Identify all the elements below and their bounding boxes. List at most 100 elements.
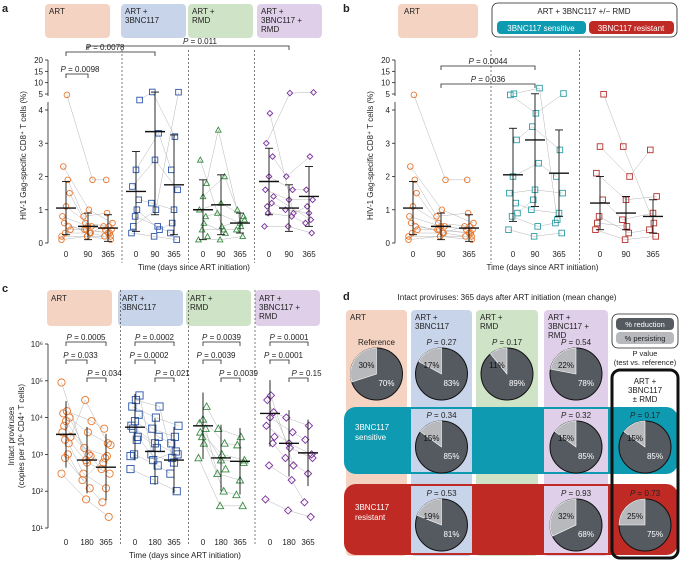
pvalue: P = 0.033: [63, 351, 98, 360]
panel-letter-c: c: [2, 283, 8, 295]
subject-line: [135, 132, 172, 170]
pvalue-line: P = 0.0001: [270, 333, 309, 342]
data-point: [288, 428, 297, 437]
data-point: [136, 96, 143, 104]
data-point: [154, 223, 161, 230]
subject-line: [206, 129, 242, 227]
data-point: [82, 495, 91, 504]
bracket: [65, 73, 89, 78]
pie-persisting: [618, 498, 646, 526]
group-header-label-line: 3BNC117 resistant: [598, 24, 665, 33]
legend-label: % persisting: [625, 334, 666, 343]
data-point: [269, 153, 277, 160]
bracket: [154, 377, 175, 382]
y-tick-label: 3: [386, 139, 391, 148]
pie-persisting-label: 15%: [423, 434, 439, 443]
subject-line: [599, 146, 651, 177]
data-point: [600, 90, 607, 98]
data-point: [237, 222, 245, 230]
data-point: [135, 391, 144, 400]
data-point: [174, 186, 181, 194]
y-tick-label-line: 10⁵: [31, 377, 43, 386]
pie-pvalue-line: P = 0.27: [426, 338, 457, 347]
data-point: [85, 484, 94, 493]
data-point: [285, 443, 295, 453]
group-header-box: [257, 4, 322, 38]
data-point: [653, 193, 660, 200]
data-point: [80, 213, 87, 220]
pie-pvalue-line: P = 0.93: [561, 489, 592, 498]
p-symbol: P: [130, 351, 136, 360]
x-tick-label: 0: [201, 250, 206, 259]
data-point: [442, 176, 449, 184]
legend-pvalue-label-line: P value: [633, 349, 658, 358]
y-tick-label-line: 10²: [31, 487, 43, 496]
data-point: [530, 233, 538, 240]
data-point: [232, 225, 240, 233]
x-tick-label-line: 0: [201, 250, 206, 259]
pie-reduction-label-line: 85%: [443, 452, 459, 461]
pvalue: P = 0.034: [87, 369, 122, 378]
p-symbol: P: [270, 333, 276, 342]
data-point: [281, 453, 290, 463]
x-axis-title: Time (days since ART initiation): [129, 551, 241, 560]
y-axis-title: HIV-1 Gag-specific CD8⁺ T cells (%): [366, 91, 375, 220]
y-tick-label-line: 5: [39, 90, 44, 99]
pie-persisting-label: 30%: [358, 361, 374, 370]
data-point: [593, 169, 600, 177]
group-header-label: ART + 3BNC117 +/− RMD: [537, 7, 630, 16]
bracket: [86, 377, 107, 382]
data-point: [232, 440, 242, 449]
row-label: 3BNC117 sensitive: [355, 423, 390, 442]
bracket: [65, 341, 107, 346]
y-tick-label: 10⁴: [31, 414, 44, 423]
p-symbol: P: [183, 37, 189, 46]
subject-line: [271, 202, 310, 214]
data-point: [150, 476, 159, 485]
data-point: [62, 407, 71, 416]
y-tick-label: 20: [381, 56, 390, 65]
data-point: [202, 212, 210, 220]
column-header-line: ART: [350, 313, 366, 322]
data-point: [197, 432, 207, 441]
data-point: [464, 209, 472, 217]
y-tick-label-line: 20: [381, 56, 390, 65]
subject-line: [66, 94, 107, 181]
subject-line: [413, 94, 468, 181]
x-tick-label-line: 180: [214, 538, 228, 547]
subject-line: [61, 382, 87, 461]
subject-line: [515, 202, 560, 214]
data-point: [102, 176, 110, 184]
data-point: [232, 490, 241, 499]
data-point: [309, 196, 317, 204]
y-axis-title-line: HIV-1 Gag-specific CD8⁺ T cells (%): [19, 91, 28, 220]
x-tick-label-line: 0: [64, 538, 69, 547]
x-tick-label: 0: [64, 538, 69, 547]
data-point: [410, 91, 418, 99]
data-point: [282, 173, 290, 180]
data-point: [269, 407, 278, 417]
p-symbol: P: [86, 43, 92, 52]
data-point: [98, 498, 107, 507]
data-point: [506, 189, 513, 197]
data-point: [556, 146, 564, 154]
column-header-line: 3BNC117 +: [548, 322, 589, 331]
x-tick-label: 365: [233, 538, 247, 547]
data-point: [270, 432, 279, 442]
p-symbol: P: [87, 369, 93, 378]
subject-line: [416, 192, 470, 227]
subject-line: [410, 166, 474, 224]
subject-line: [512, 216, 556, 227]
subject-line: [268, 212, 306, 224]
data-point: [171, 447, 180, 456]
y-tick-label-line: 2: [386, 173, 391, 182]
x-tick-label-line: 90: [531, 250, 540, 259]
y-tick-label-line: 1: [386, 206, 391, 215]
data-point: [646, 226, 653, 233]
y-tick-label: 4: [39, 106, 44, 115]
subject-line: [411, 222, 465, 234]
pie-reduction-label-line: 89%: [509, 379, 525, 388]
pvalue-line: P = 0.0098: [61, 65, 100, 74]
data-point: [61, 435, 70, 444]
y-tick-label-line: 0: [386, 239, 391, 248]
